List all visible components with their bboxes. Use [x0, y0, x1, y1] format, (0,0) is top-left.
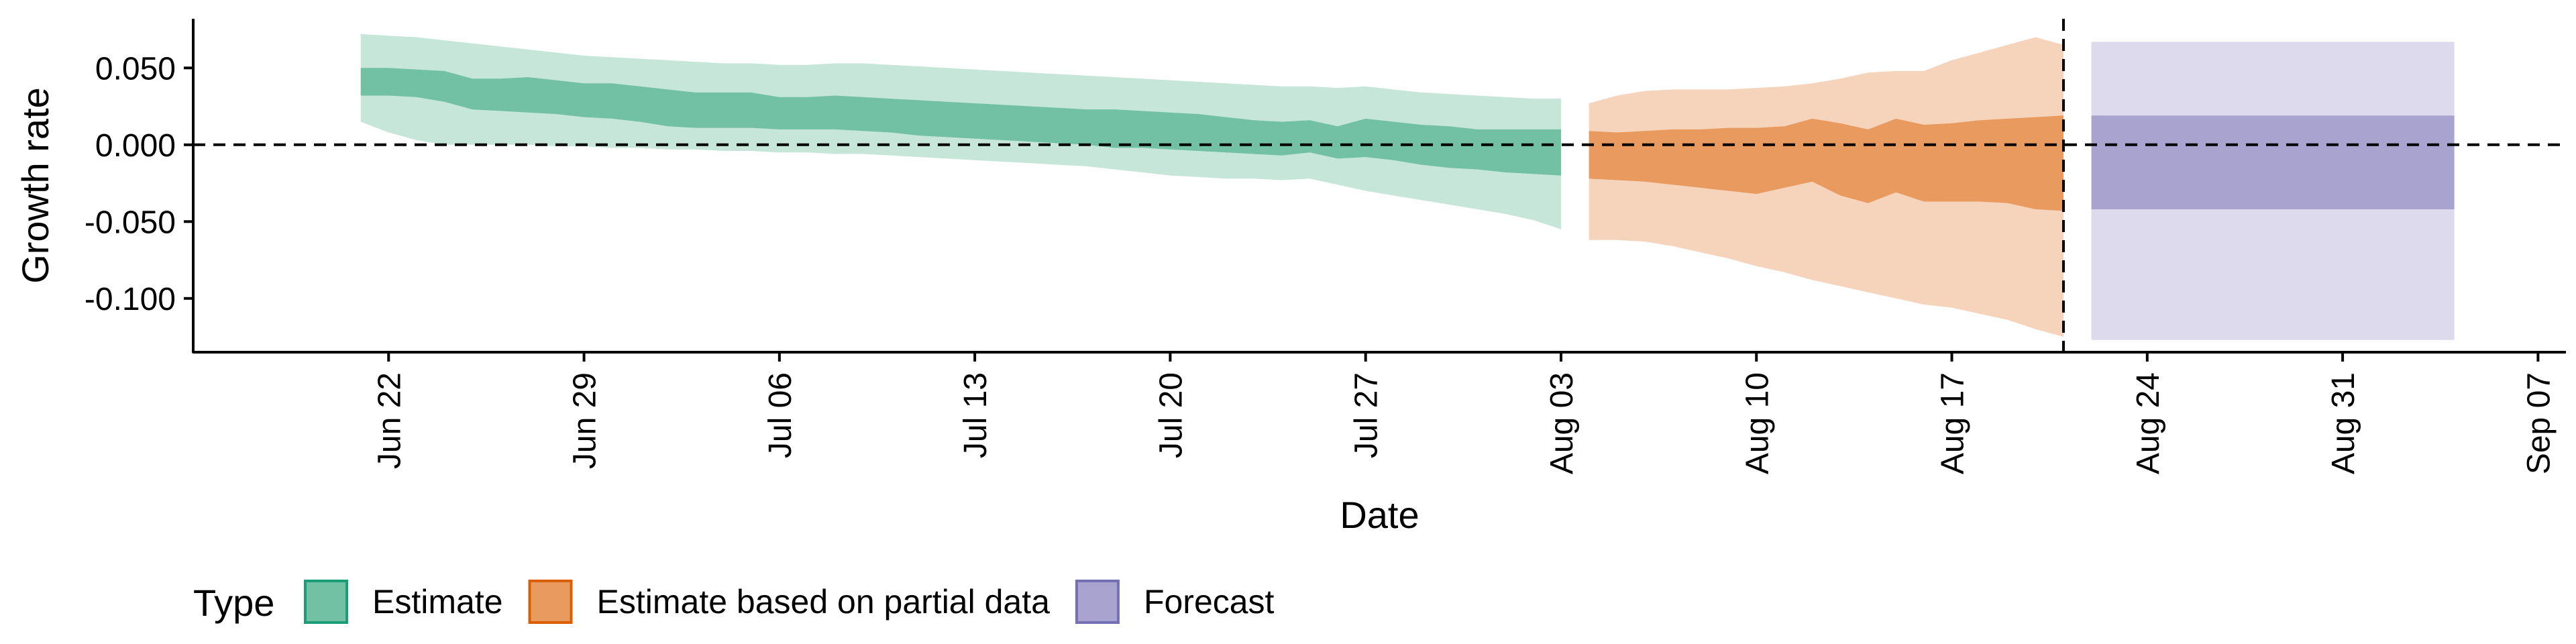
band-inner-1	[360, 68, 1562, 176]
band-inner-2	[1589, 115, 2063, 211]
y-axis-title: Growth rate	[14, 87, 56, 284]
legend-label-1: Estimate	[372, 583, 503, 621]
legend: Type Estimate Estimate based on partial d…	[193, 580, 1275, 624]
axes-layer: 0.050 0.000 -0.050 -0.100 Jun 22 Jun 29 Jul 06…	[85, 19, 2566, 474]
y-tick-label: 0.000	[95, 128, 176, 164]
x-tick-label: Jul 20	[1153, 372, 1189, 458]
x-tick-label: Aug 17	[1935, 372, 1971, 474]
x-axis-title: Date	[1340, 494, 1419, 536]
x-tick-label: Jul 06	[763, 372, 798, 458]
x-tick-label: Jul 27	[1349, 372, 1385, 458]
x-tick-label: Jun 29	[568, 372, 603, 469]
x-tick-label: Aug 31	[2326, 372, 2361, 474]
x-tick-label: Aug 03	[1544, 372, 1580, 474]
x-tick-label: Sep 07	[2521, 372, 2557, 474]
x-tick-label: Jun 22	[372, 372, 407, 469]
x-tick-label: Jul 13	[958, 372, 994, 458]
band-inner-3	[2091, 115, 2455, 209]
legend-swatch-2	[528, 580, 573, 624]
legend-label-3: Forecast	[1144, 583, 1275, 621]
bands-layer	[360, 34, 2455, 340]
x-tick-label: Aug 24	[2131, 372, 2166, 474]
y-tick-label: -0.050	[85, 205, 176, 240]
x-tick-label: Aug 10	[1739, 372, 1775, 474]
legend-swatch-3	[1075, 580, 1120, 624]
y-tick-label: 0.050	[95, 51, 176, 87]
legend-swatch-1	[304, 580, 348, 624]
legend-title: Type	[193, 582, 274, 624]
legend-label-2: Estimate based on partial data	[597, 583, 1051, 621]
y-tick-label: -0.100	[85, 282, 176, 317]
